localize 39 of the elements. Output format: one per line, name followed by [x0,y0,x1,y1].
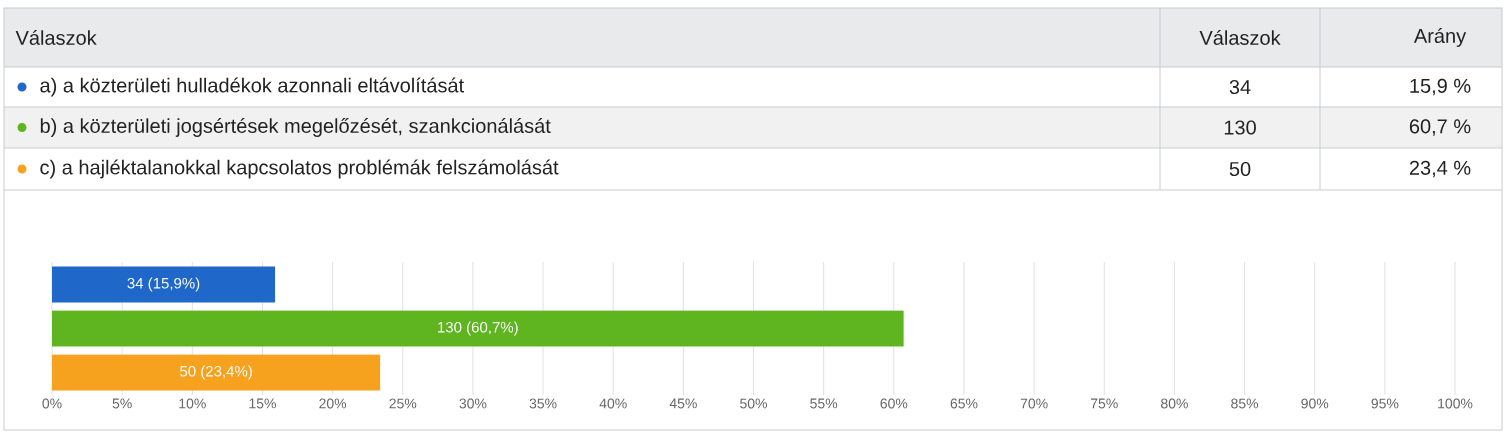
x-tick-label: 90% [1301,398,1329,409]
text: Válaszok [15,30,97,45]
x-tick-label: 95% [1371,398,1399,409]
x-tick-label: 80% [1161,398,1188,409]
bar [52,354,381,391]
x-tick-label: 10% [179,398,206,409]
data-label: 34 (15,9%) [127,277,200,292]
x-tick-label: 50% [740,398,768,409]
x-tick-label: 85% [1231,398,1259,409]
x-tick-label: 75% [1090,398,1118,409]
bar [52,310,904,347]
x-tick-label: 15% [249,398,276,409]
x-tick-label: 30% [459,398,487,409]
x-tick-label: 35% [529,398,557,409]
text: 60,7 % [1409,119,1471,136]
legend-label: c) a hajléktalanokkal kapcsolatos problémák felszámolását [40,159,559,179]
x-tick-label: 55% [810,398,838,409]
x-tick-label: 65% [950,398,978,409]
x-tick-label: 40% [599,398,627,409]
text: 50 [1229,161,1251,177]
data-label: 50 (23,4%) [180,365,252,380]
x-tick-label: 45% [669,398,697,409]
data-label: 130 (60,7%) [438,321,518,336]
legend-label: b) a közterületi jogsértések megelőzését, szankcionálását [40,118,551,137]
text: 130 [1224,120,1256,135]
x-tick-label: 5% [112,398,132,409]
x-tick-label: 0% [42,398,62,409]
x-tick-label: 25% [389,398,417,409]
legend-label: a) a közterületi hulladékok azonnali eltávolítását [40,77,465,97]
text: Arány [1413,28,1467,47]
text: Válaszok [1199,30,1281,45]
x-tick-label: 60% [880,398,908,409]
text: 15,9 % [1410,78,1471,96]
x-tick-label: 70% [1020,398,1048,409]
x-tick-label: 20% [319,398,347,409]
bar [52,266,276,303]
text: 23,4 % [1409,160,1471,178]
x-tick-label: 100% [1438,398,1473,409]
text: 34 [1229,79,1251,95]
